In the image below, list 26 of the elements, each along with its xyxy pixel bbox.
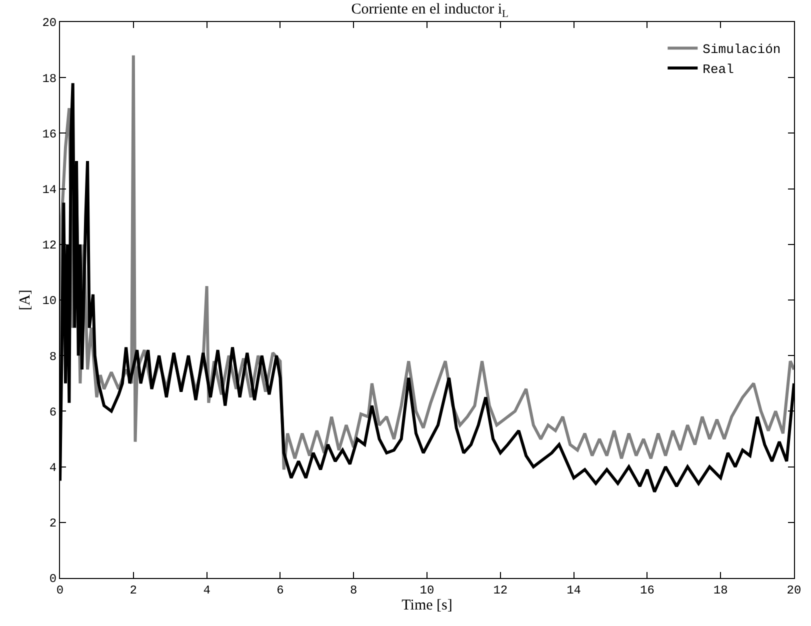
x-tick-label: 18 xyxy=(713,583,728,598)
y-tick-label: 8 xyxy=(49,350,57,364)
y-tick-label: 14 xyxy=(42,183,57,197)
y-tick-label: 12 xyxy=(42,238,57,253)
y-tick-label: 18 xyxy=(42,72,57,86)
x-tick-label: 12 xyxy=(493,583,508,598)
y-tick-label: 2 xyxy=(49,516,57,531)
x-tick-label: 6 xyxy=(276,583,284,598)
x-tick-label: 16 xyxy=(640,583,654,598)
y-tick-label: 10 xyxy=(42,294,57,308)
y-tick-label: 0 xyxy=(49,572,57,586)
x-tick-label: 20 xyxy=(786,583,802,598)
y-tick-label: 16 xyxy=(42,127,57,142)
y-tick-label: 6 xyxy=(49,405,57,420)
y-axis-title: [A] xyxy=(17,290,34,310)
legend-label: Simulación xyxy=(702,42,781,58)
chart-title: Corriente en el inductor i$_{L}$ xyxy=(351,2,508,20)
x-axis-title: Time [s] xyxy=(402,597,452,614)
x-tick-label: 14 xyxy=(566,583,582,598)
x-tick-label: 4 xyxy=(203,583,210,598)
y-tick-label: 20 xyxy=(42,16,57,30)
x-tick-label: 2 xyxy=(130,583,137,598)
legend-label: Real xyxy=(702,62,734,78)
x-tick-label: 10 xyxy=(420,583,434,598)
x-tick-label: 8 xyxy=(350,583,358,598)
y-tick-label: 4 xyxy=(49,461,57,475)
